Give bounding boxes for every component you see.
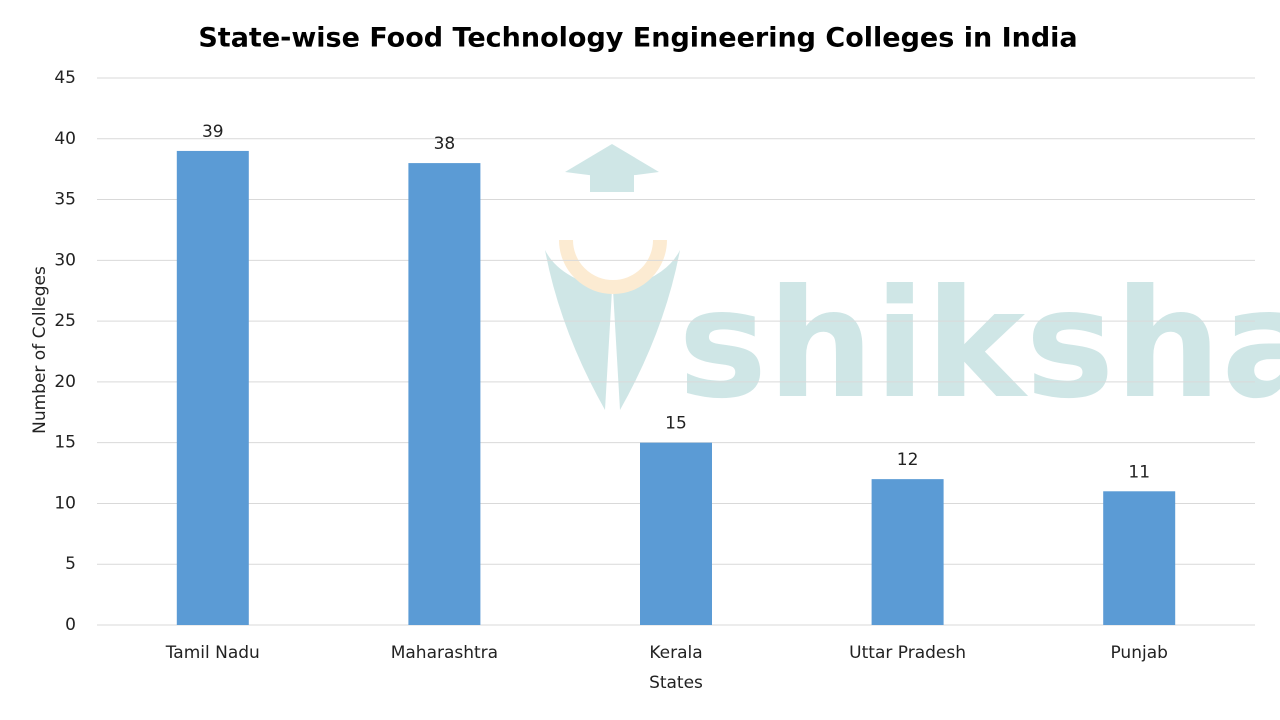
x-tick-label: Maharashtra: [391, 643, 498, 663]
y-tick-label: 20: [54, 372, 76, 392]
y-tick-label: 35: [54, 190, 76, 210]
y-tick-label: 40: [54, 129, 76, 149]
watermark-logo: shiksha: [545, 144, 1280, 432]
bar: [1103, 491, 1176, 625]
data-label: 11: [1128, 462, 1150, 482]
x-tick-label: Tamil Nadu: [165, 643, 260, 663]
y-tick-label: 15: [54, 433, 76, 453]
y-tick-label: 10: [54, 493, 76, 513]
x-tick-label: Punjab: [1110, 643, 1167, 663]
data-label: 39: [202, 122, 224, 142]
data-label: 15: [665, 414, 687, 434]
data-label: 38: [434, 134, 456, 154]
bar: [871, 479, 944, 625]
x-tick-label: Kerala: [649, 643, 702, 663]
x-tick-label: Uttar Pradesh: [849, 643, 966, 663]
y-tick-label: 30: [54, 250, 76, 270]
bar: [408, 163, 481, 626]
y-tick-label: 45: [54, 68, 76, 88]
y-tick-label: 0: [65, 615, 76, 635]
y-tick-label: 5: [65, 554, 76, 574]
logo-cap: [565, 144, 659, 178]
logo-cap-base: [590, 172, 634, 192]
bar: [176, 150, 249, 625]
watermark-text: shiksha: [678, 258, 1280, 432]
y-tick-label: 25: [54, 311, 76, 331]
bar: [640, 442, 712, 625]
chart-title: State-wise Food Technology Engineering C…: [198, 23, 1077, 54]
y-axis-label: Number of Colleges: [30, 266, 50, 434]
x-axis-label: States: [649, 673, 703, 693]
data-label: 12: [897, 450, 919, 470]
